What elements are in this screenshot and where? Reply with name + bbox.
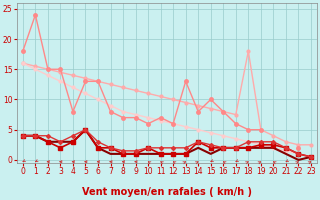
X-axis label: Vent moyen/en rafales ( km/h ): Vent moyen/en rafales ( km/h ) [82,187,252,197]
